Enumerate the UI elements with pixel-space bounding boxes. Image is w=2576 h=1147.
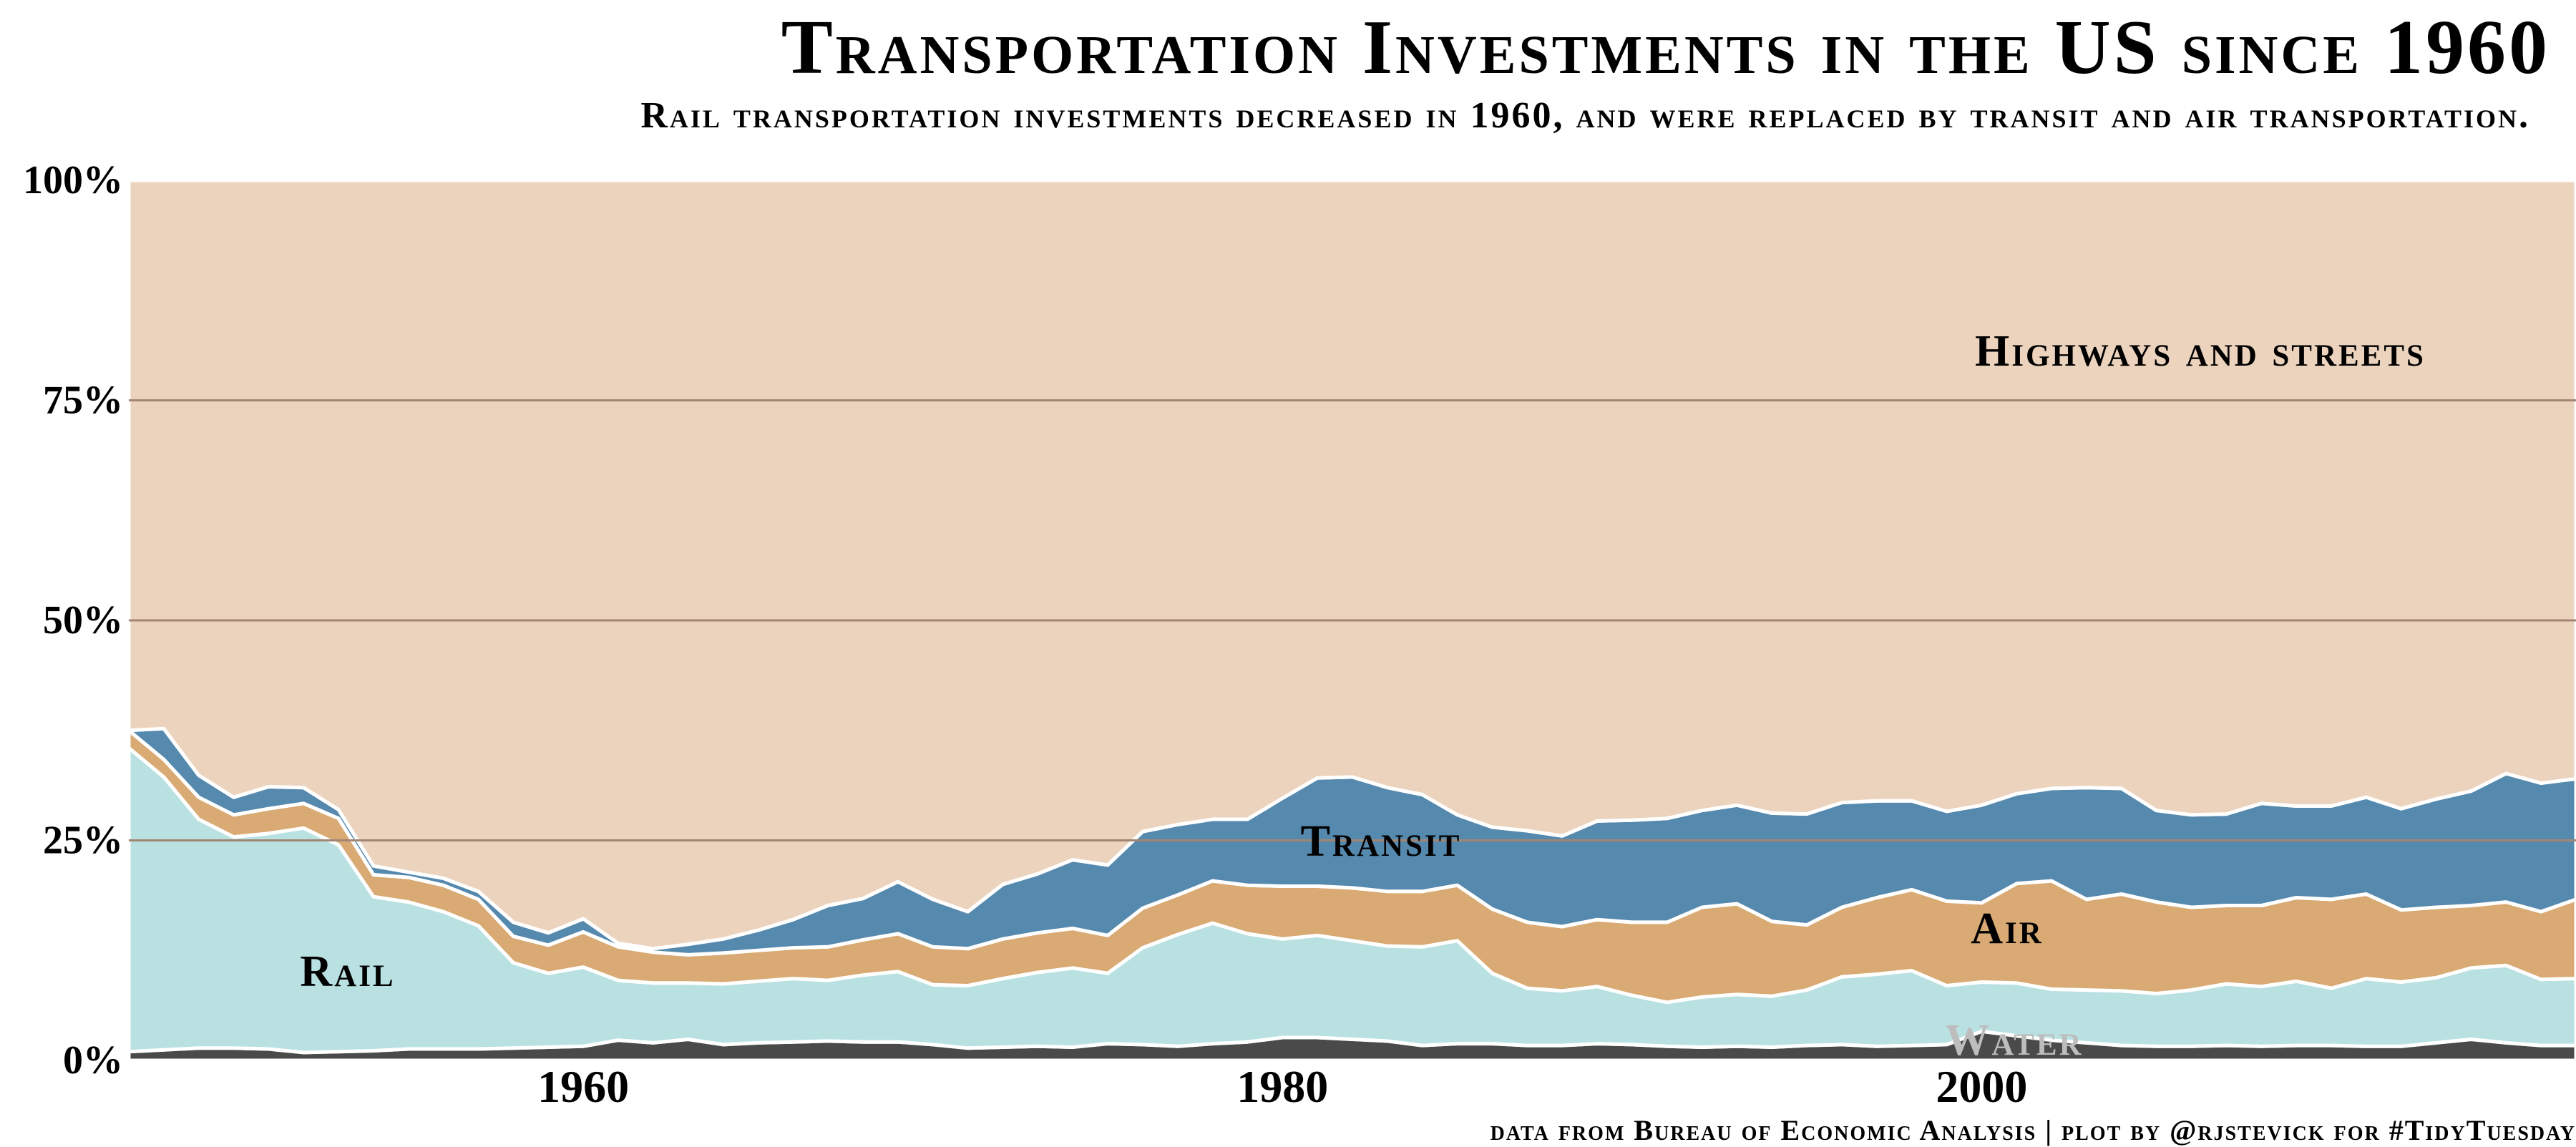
y-tick-label: 50% bbox=[43, 598, 123, 643]
chart-caption: data from Bureau of Economic Analysis | … bbox=[1490, 1114, 2576, 1146]
area-series-group bbox=[127, 178, 2576, 1063]
series-labels: Highways and streets Transit Air Rail Wa… bbox=[300, 327, 2426, 1065]
y-tick-label: 75% bbox=[43, 379, 123, 423]
area-highways-and-streets bbox=[127, 178, 2576, 951]
y-tick-label: 25% bbox=[43, 819, 123, 863]
x-axis-ticks: 1960 1980 2000 bbox=[537, 1061, 2027, 1112]
x-tick-label: 1960 bbox=[537, 1061, 629, 1112]
x-tick-label: 1980 bbox=[1236, 1061, 1328, 1112]
y-tick-label: 100% bbox=[23, 158, 123, 202]
y-axis-ticks: 0% 25% 50% 75% 100% bbox=[23, 158, 123, 1083]
grid-lines bbox=[129, 399, 2576, 841]
label-water: Water bbox=[1945, 1016, 2083, 1065]
label-air: Air bbox=[1971, 904, 2044, 953]
label-rail: Rail bbox=[300, 947, 395, 996]
x-tick-label: 2000 bbox=[1936, 1061, 2027, 1112]
y-tick-label: 0% bbox=[63, 1038, 123, 1083]
label-highways: Highways and streets bbox=[1975, 327, 2426, 376]
chart-subtitle: Rail transportation investments decrease… bbox=[640, 95, 2530, 136]
chart-title: Transportation Investments in the US sin… bbox=[781, 5, 2550, 90]
label-transit: Transit bbox=[1301, 817, 1462, 866]
